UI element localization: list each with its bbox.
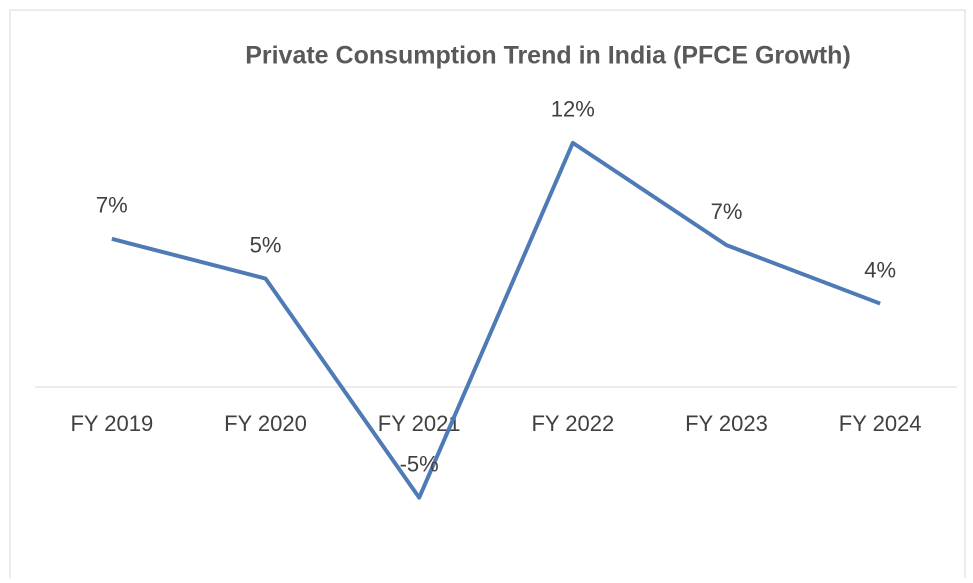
- data-label: 7%: [96, 193, 128, 218]
- x-tick-label: FY 2023: [685, 411, 768, 436]
- chart-border: [9, 9, 966, 583]
- data-label: -5%: [400, 451, 439, 476]
- data-label: 4%: [864, 257, 896, 282]
- data-label: 12%: [551, 97, 595, 122]
- data-label: 5%: [250, 232, 282, 257]
- chart-title: Private Consumption Trend in India (PFCE…: [245, 42, 851, 70]
- x-tick-label: FY 2020: [224, 411, 307, 436]
- x-tick-label: FY 2022: [531, 411, 614, 436]
- x-tick-label: FY 2019: [70, 411, 153, 436]
- x-tick-label: FY 2024: [839, 411, 922, 436]
- data-label: 7%: [711, 199, 743, 224]
- line: [111, 140, 881, 500]
